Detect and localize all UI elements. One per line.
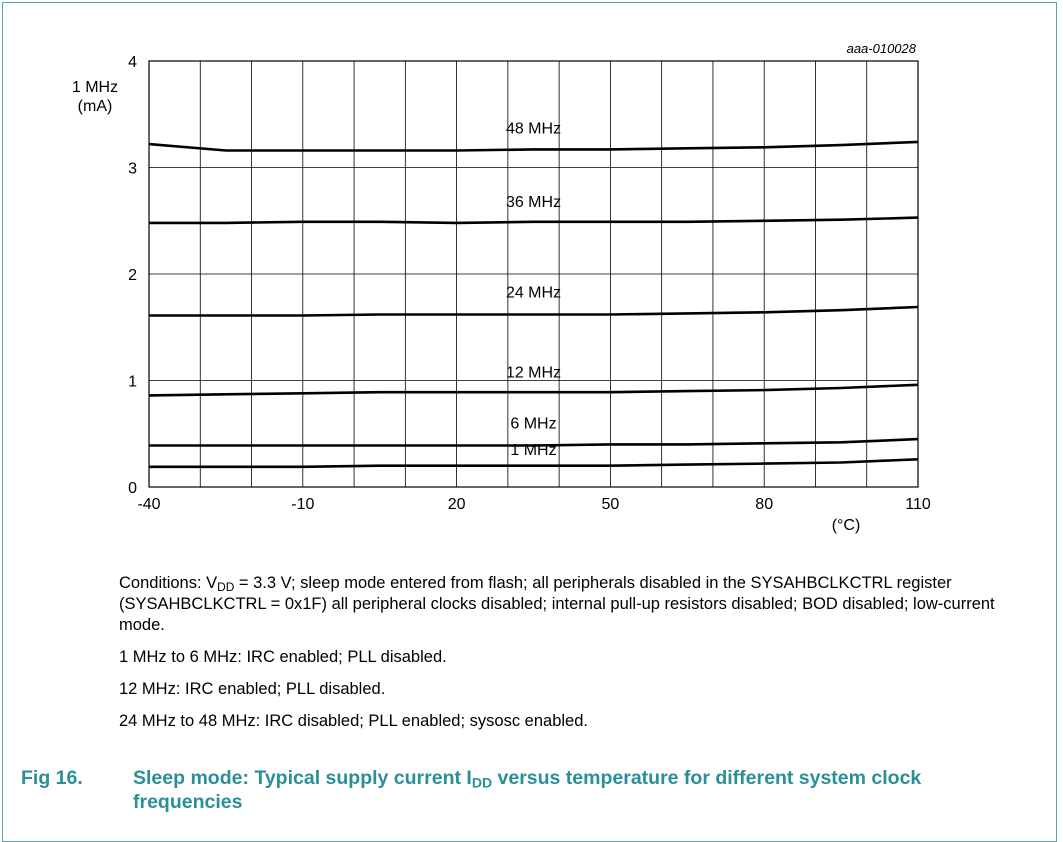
note-12mhz: 12 MHz: IRC enabled; PLL disabled. xyxy=(119,680,386,698)
x-tick-label: 110 xyxy=(905,496,931,513)
series-line xyxy=(148,383,919,397)
y-axis-label-line2: (mA) xyxy=(78,98,113,115)
series-labels: 48 MHz 36 MHz 24 MHz 12 MHz 6 MHz 1 MHz xyxy=(506,120,561,459)
tick-labels: -40 -10 20 50 80 110 0 1 2 3 4 xyxy=(128,54,931,513)
x-tick-label: 20 xyxy=(448,496,466,513)
conditions-sub: DD xyxy=(217,579,235,594)
grid xyxy=(149,61,918,487)
caption-sub: DD xyxy=(471,774,493,791)
series-label: 12 MHz xyxy=(506,364,561,381)
figure-number: Fig 16. xyxy=(21,767,83,789)
series-line xyxy=(149,458,919,469)
y-tick-label: 3 xyxy=(128,161,137,178)
conditions-note: Conditions: VDD = 3.3 V; sleep mode ente… xyxy=(119,573,1039,636)
x-tick-label: 50 xyxy=(602,496,620,513)
series-label: 1 MHz xyxy=(510,442,556,459)
y-tick-label: 2 xyxy=(128,267,137,284)
figure-notes: Conditions: VDD = 3.3 V; sleep mode ente… xyxy=(119,573,1039,743)
note-24mhz-48mhz: 24 MHz to 48 MHz: IRC disabled; PLL enab… xyxy=(119,712,588,730)
y-tick-label: 0 xyxy=(128,480,137,497)
series-line xyxy=(149,305,919,317)
y-axis-label-line1: 1 MHz xyxy=(72,79,118,96)
caption-text-b: versus temperature for different system … xyxy=(133,767,922,813)
series-line xyxy=(149,216,919,225)
x-tick-label: 80 xyxy=(755,496,773,513)
conditions-rest: = 3.3 V; sleep mode entered from flash; … xyxy=(119,574,995,634)
y-tick-label: 4 xyxy=(128,54,137,71)
caption-text-a: Sleep mode: Typical supply current I xyxy=(133,767,472,789)
x-axis-unit: (°C) xyxy=(832,517,861,534)
series-line xyxy=(148,140,919,152)
y-tick-label: 1 xyxy=(128,374,137,391)
series-label: 36 MHz xyxy=(506,194,561,211)
chart-id-label: aaa-010028 xyxy=(847,41,917,56)
x-tick-label: -10 xyxy=(291,496,314,513)
figure-title: Sleep mode: Typical supply current IDD v… xyxy=(133,766,1033,814)
series-label: 24 MHz xyxy=(506,284,561,301)
series-line xyxy=(149,437,919,447)
note-1mhz-6mhz: 1 MHz to 6 MHz: IRC enabled; PLL disable… xyxy=(119,648,447,666)
conditions-prefix: Conditions: V xyxy=(119,574,218,592)
series-label: 6 MHz xyxy=(510,415,556,432)
series-label: 48 MHz xyxy=(506,120,561,137)
series-lines xyxy=(148,140,919,469)
x-tick-label: -40 xyxy=(137,496,160,513)
